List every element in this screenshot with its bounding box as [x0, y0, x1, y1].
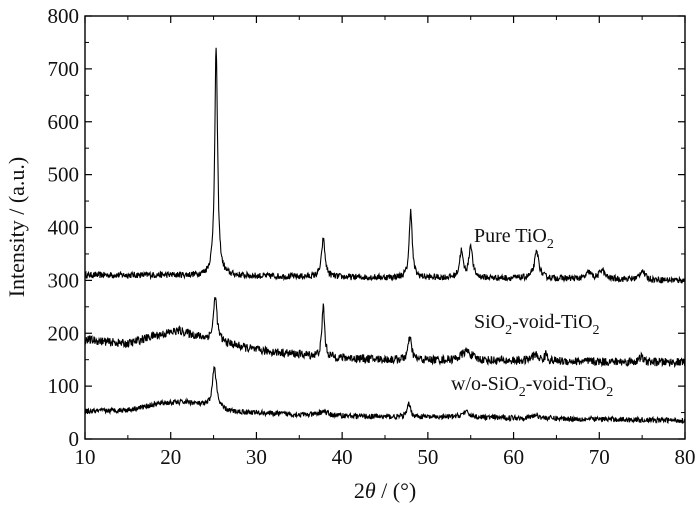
series-label-part: Pure TiO	[474, 225, 547, 247]
series-label-part: 2	[593, 323, 600, 338]
series-label-part: w/o-SiO	[451, 373, 519, 395]
y-tick-label: 100	[48, 374, 80, 398]
series-label-part: 2	[606, 385, 613, 400]
x-tick-label: 20	[160, 445, 181, 469]
series-line	[84, 365, 686, 425]
y-tick-label: 0	[69, 427, 80, 451]
x-tick-label: 60	[503, 445, 524, 469]
y-tick-label: 400	[48, 216, 80, 240]
x-tick-label: 10	[75, 445, 96, 469]
y-tick-label: 700	[48, 57, 80, 81]
series-label-part: 2	[547, 237, 554, 252]
series-label: w/o-SiO2-void-TiO2	[451, 373, 613, 400]
y-tick-label: 500	[48, 163, 80, 187]
x-tick-label: 40	[332, 445, 353, 469]
x-tick-label: 80	[675, 445, 696, 469]
y-tick-label: 600	[48, 110, 80, 134]
series-label-part: SiO	[474, 311, 505, 333]
x-tick-label: 30	[246, 445, 267, 469]
series-label-part: -void-TiO	[526, 373, 606, 395]
y-tick-label: 200	[48, 321, 80, 345]
y-tick-label: 800	[48, 4, 80, 28]
series-label-part: 2	[519, 385, 526, 400]
series-label: Pure TiO2	[474, 225, 554, 252]
y-axis-label: Intensity / (a.u.)	[4, 157, 29, 298]
series-line	[84, 297, 686, 369]
x-axis-label-part: 2	[354, 478, 365, 503]
y-tick-label: 300	[48, 268, 80, 292]
series-label-part: -void-TiO	[512, 311, 592, 333]
series-line	[84, 47, 686, 284]
x-axis-label-part: θ	[365, 478, 376, 503]
x-axis-label: 2θ / (°)	[354, 478, 416, 503]
series-label: SiO2-void-TiO2	[474, 311, 600, 338]
x-tick-label: 70	[589, 445, 610, 469]
x-axis-label-part: / (°)	[376, 478, 417, 503]
series-layer	[84, 47, 686, 425]
x-tick-label: 50	[417, 445, 438, 469]
tick-layer: 10 20 30 40 50 60 70 80010020030040050060070080…	[48, 4, 696, 469]
series-label-part: 2	[505, 323, 512, 338]
label-layer: Pure TiO2SiO2-void-TiO2w/o-SiO2-void-TiO…	[451, 225, 613, 400]
